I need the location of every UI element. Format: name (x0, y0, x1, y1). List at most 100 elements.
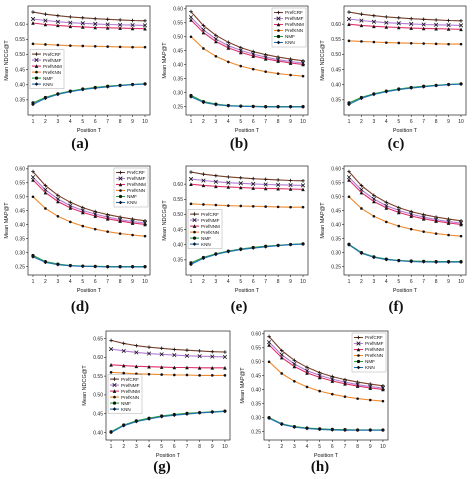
data-point (69, 44, 72, 47)
data-point (301, 205, 305, 209)
series-line-prefnnm (348, 23, 462, 30)
data-point (343, 377, 347, 382)
panel-e-chart: 0.35 0.40 0.45 0.50 0.55 0.60 1 2 3 4 5 6 7 8 9 10 Posit… (162, 165, 309, 294)
x-tick-label: 3 (214, 279, 217, 285)
series-line-knn (190, 96, 303, 108)
x-axis-label: Position T (156, 453, 181, 459)
x-tick-label: 4 (306, 444, 309, 450)
data-point (226, 185, 231, 189)
data-point (130, 217, 135, 221)
series-line-prefcrf (268, 336, 383, 387)
data-point (69, 220, 72, 224)
data-point (56, 262, 60, 267)
data-point (189, 9, 193, 14)
y-tick-label: 0.45 (251, 374, 261, 380)
x-tick-label: 5 (160, 444, 163, 450)
data-point (346, 16, 352, 22)
data-point (276, 59, 280, 63)
data-point (143, 45, 147, 49)
legend-label: KNN (121, 407, 131, 412)
legend-marker (112, 389, 117, 393)
data-point (276, 55, 280, 59)
data-point (68, 24, 73, 29)
data-point (446, 27, 451, 31)
series-line-nmf (348, 83, 462, 104)
legend-label: PrefKNN (201, 230, 219, 235)
data-point (409, 227, 413, 231)
data-point (130, 26, 135, 31)
data-point (143, 19, 147, 23)
data-point (118, 265, 122, 269)
data-point (43, 22, 48, 27)
series-line-prefnmf (190, 16, 304, 64)
legend-marker (34, 76, 39, 80)
data-point (68, 206, 73, 210)
panel-c-chart: 0.35 0.40 0.45 0.50 0.55 0.60 1 2 3 4 5 6 7 8 9 10 Posit… (320, 5, 467, 134)
plot-frame (343, 165, 467, 276)
x-tick-label: 1 (268, 444, 271, 450)
panel-f-chart: 0.25 0.30 0.35 0.40 0.45 0.50 0.55 0.60 1 2 3 4 5 6 7 8… (320, 165, 467, 294)
data-point (201, 178, 206, 183)
y-tick-label: 0.25 (173, 104, 183, 110)
y-tick-label: 0.50 (173, 35, 183, 41)
series-line-knn (110, 410, 225, 433)
data-point (118, 232, 122, 235)
data-point (293, 380, 296, 383)
data-point (56, 199, 60, 204)
series-prefnmf (30, 16, 148, 28)
data-point (201, 23, 206, 28)
legend-marker (277, 29, 280, 32)
data-point (56, 193, 60, 198)
data-point (305, 371, 309, 375)
y-tick-label: 0.55 (331, 181, 341, 187)
legend-label: PrefKNN (127, 188, 145, 193)
data-point (459, 234, 463, 238)
data-point (134, 364, 139, 369)
data-point (381, 383, 385, 388)
legend-label: PrefNMF (43, 58, 62, 63)
data-point (251, 176, 256, 181)
legend-label: PrefNMF (285, 16, 304, 21)
legend-marker (276, 34, 281, 39)
series-line-prefcrf (32, 171, 146, 222)
series-prefcrf (189, 170, 305, 183)
series-prefcrf (31, 169, 147, 223)
data-point (55, 19, 60, 24)
legend-marker (192, 224, 197, 228)
data-point (214, 184, 218, 189)
data-point (214, 203, 218, 207)
legend-label: PrefCRF (121, 377, 139, 382)
data-point (301, 62, 305, 67)
legend-box (271, 7, 307, 48)
legend-marker (192, 236, 197, 240)
data-point (160, 373, 163, 376)
data-point (223, 374, 227, 377)
data-point (173, 373, 176, 377)
legend-box (187, 209, 223, 249)
x-tick-label: 9 (289, 119, 292, 125)
y-tick-label: 0.25 (15, 264, 25, 270)
x-tick-label: 10 (142, 119, 148, 125)
data-point (251, 67, 255, 71)
data-point (143, 234, 147, 238)
data-point (238, 50, 243, 55)
legend-label: NMF (201, 236, 211, 241)
data-point (359, 12, 364, 16)
x-axis-label: Position T (235, 128, 260, 134)
data-point (80, 16, 85, 20)
y-tick-label: 0.35 (173, 258, 183, 264)
data-point (130, 18, 135, 23)
x-tick-label: 7 (106, 119, 109, 125)
legend-marker (356, 359, 361, 364)
data-point (43, 183, 48, 188)
series-prefnmf (108, 346, 228, 360)
data-point (106, 230, 109, 233)
x-tick-label: 7 (422, 279, 425, 285)
y-tick-label: 0.50 (251, 360, 261, 366)
data-point (80, 21, 85, 26)
legend-marker (356, 365, 361, 370)
data-point (347, 39, 351, 43)
y-tick-label: 0.35 (15, 98, 25, 104)
